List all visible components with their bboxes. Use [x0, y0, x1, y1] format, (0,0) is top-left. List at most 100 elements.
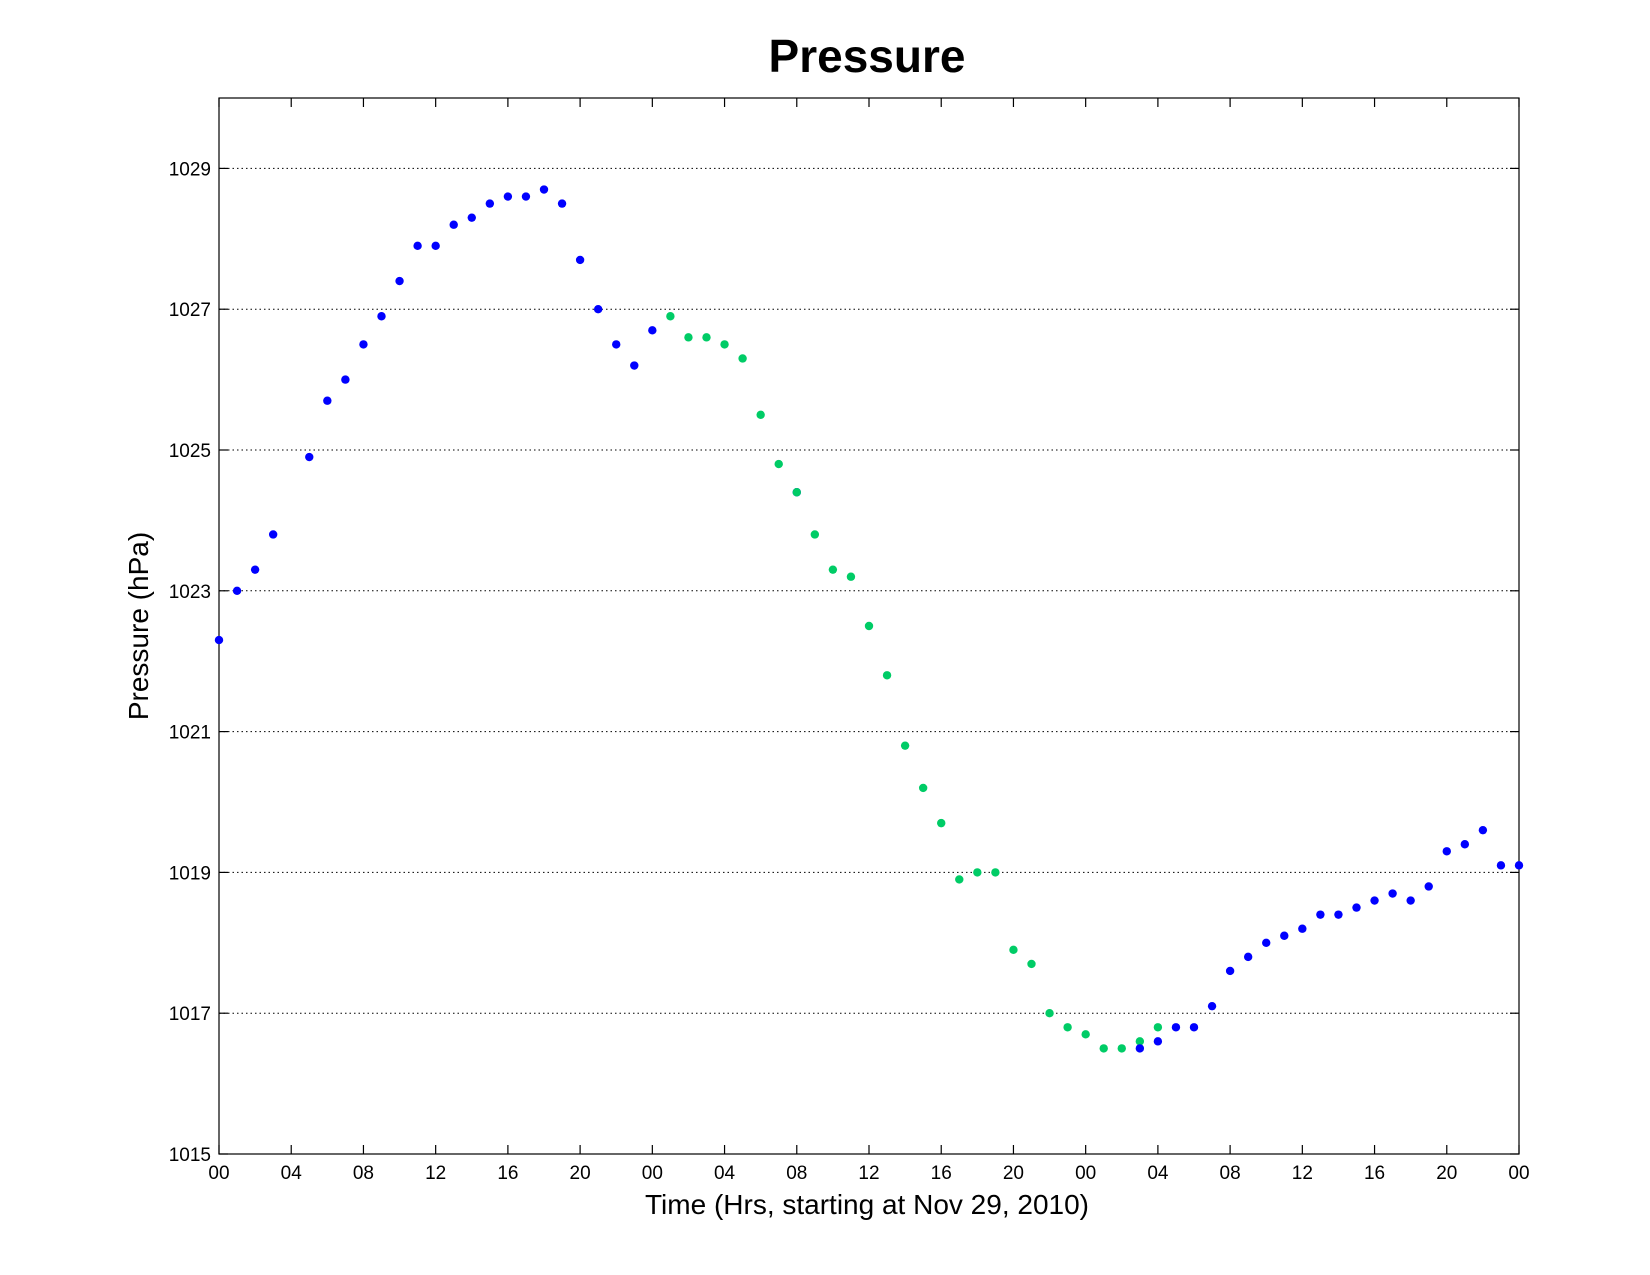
green-data-point	[1099, 1044, 1108, 1053]
blue-data-point	[1171, 1023, 1181, 1032]
x-tick-label: 12	[858, 1163, 879, 1184]
blue-data-point	[1352, 903, 1361, 912]
x-tick-label: 16	[497, 1163, 518, 1184]
x-tick-label: 08	[786, 1163, 807, 1184]
green-data-point	[666, 312, 675, 321]
blue-data-point	[1316, 910, 1325, 919]
x-tick-label: 12	[1292, 1163, 1313, 1184]
blue-data-point	[648, 326, 657, 335]
blue-data-point	[1388, 889, 1397, 898]
y-tick-label: 1029	[169, 159, 211, 180]
blue-data-point	[575, 255, 585, 265]
x-tick-label: 20	[1003, 1163, 1024, 1184]
blue-data-point	[1406, 896, 1415, 905]
blue-data-point	[557, 199, 567, 208]
green-data-point	[720, 340, 729, 349]
x-tick-label: 16	[931, 1163, 952, 1184]
blue-data-point	[1280, 931, 1289, 940]
blue-data-point	[1514, 861, 1524, 870]
blue-data-point	[467, 213, 476, 222]
y-tick-label: 1027	[169, 300, 211, 321]
data-points	[214, 185, 1524, 1053]
green-data-point	[738, 354, 747, 363]
blue-data-point	[1478, 825, 1488, 835]
blue-data-point	[395, 276, 404, 286]
green-data-point	[1063, 1023, 1072, 1032]
blue-data-point	[268, 530, 278, 539]
green-data-point	[1081, 1030, 1090, 1039]
x-tick-label: 00	[642, 1163, 663, 1184]
blue-data-point	[1189, 1023, 1199, 1032]
green-data-point	[846, 572, 856, 581]
green-data-point	[774, 459, 783, 469]
green-data-point	[702, 333, 711, 342]
x-tick-label: 20	[1436, 1163, 1457, 1184]
y-axis-label: Pressure (hPa)	[123, 532, 154, 720]
green-data-point	[1045, 1009, 1054, 1018]
green-data-point	[684, 333, 693, 342]
blue-data-point	[1424, 882, 1433, 891]
blue-data-point	[1243, 952, 1253, 962]
blue-data-point	[1207, 1001, 1217, 1011]
y-axis: 1015 1017 1019 1021 1023 1025 1027 1029	[169, 159, 1519, 1166]
blue-data-point	[431, 241, 440, 251]
blue-data-point	[323, 396, 332, 405]
blue-data-point	[1442, 847, 1451, 856]
blue-data-point	[1298, 924, 1307, 933]
y-tick-label: 1015	[169, 1145, 211, 1166]
green-data-point	[828, 565, 838, 574]
green-data-point	[955, 875, 964, 884]
x-tick-label: 12	[425, 1163, 446, 1184]
blue-data-point	[1225, 966, 1235, 976]
chart-title: Pressure	[769, 30, 966, 82]
x-tick-label: 08	[1220, 1163, 1241, 1184]
blue-data-point	[1334, 910, 1343, 919]
blue-data-point	[449, 220, 458, 229]
x-tick-label: 04	[281, 1163, 303, 1184]
blue-data-point	[305, 452, 314, 462]
y-tick-label: 1017	[169, 1004, 211, 1025]
green-data-point	[882, 671, 892, 680]
blue-data-point	[593, 305, 603, 314]
blue-data-point	[1370, 896, 1379, 905]
blue-data-point	[359, 340, 368, 349]
blue-data-point	[1496, 861, 1506, 870]
blue-data-point	[1262, 938, 1271, 947]
x-tick-label: 00	[208, 1163, 229, 1184]
x-tick-label: 04	[714, 1163, 736, 1184]
green-data-point	[756, 410, 765, 419]
blue-data-point	[521, 192, 531, 201]
blue-data-point	[503, 192, 513, 201]
y-tick-label: 1021	[169, 723, 211, 744]
x-axis: 00 04 08 12 16 20 00 04 08 12 16 20 00 04 08 12 16 20 00	[208, 98, 1530, 1184]
green-data-point	[864, 621, 874, 631]
blue-data-point	[1135, 1044, 1145, 1053]
x-tick-label: 00	[1075, 1163, 1096, 1184]
blue-data-point	[630, 361, 639, 370]
green-data-point	[1117, 1044, 1126, 1053]
y-tick-label: 1025	[169, 441, 211, 462]
green-data-point	[810, 530, 820, 539]
blue-data-point	[214, 635, 224, 645]
green-data-point	[792, 488, 801, 497]
green-data-point	[1135, 1037, 1145, 1046]
blue-data-point	[485, 199, 495, 208]
blue-data-point	[1153, 1037, 1163, 1046]
blue-data-point	[250, 565, 260, 574]
green-data-point	[991, 868, 1000, 877]
blue-data-point	[1460, 840, 1470, 849]
grid-lines	[219, 167, 1519, 1014]
blue-data-point	[377, 312, 386, 321]
blue-data-point	[612, 340, 621, 349]
x-tick-label: 20	[570, 1163, 591, 1184]
x-tick-label: 04	[1147, 1163, 1169, 1184]
green-data-point	[1009, 945, 1018, 955]
green-data-point	[900, 741, 910, 750]
blue-data-point	[232, 586, 242, 595]
x-tick-label: 00	[1508, 1163, 1529, 1184]
y-tick-label: 1023	[169, 582, 211, 603]
green-data-point	[973, 868, 982, 877]
blue-data-point	[413, 241, 422, 251]
blue-data-point	[341, 375, 350, 384]
